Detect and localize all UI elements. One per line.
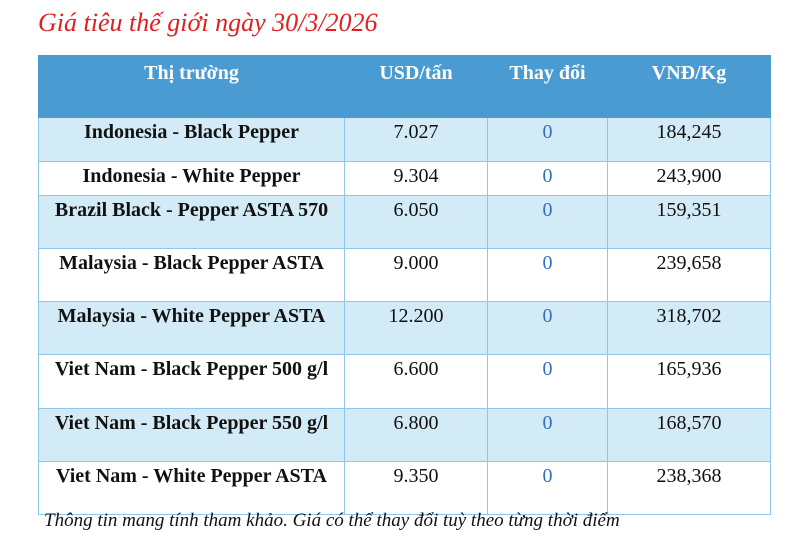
table-row: Malaysia - Black Pepper ASTA 9.000 0 239,65… (38, 248, 771, 302)
vnd-cell: 238,368 (607, 461, 771, 515)
market-cell: Indonesia - White Pepper (38, 161, 345, 196)
change-cell: 0 (487, 117, 608, 162)
table-row: Viet Nam - Black Pepper 550 g/l 6.800 0 168… (38, 408, 771, 462)
change-cell: 0 (487, 461, 608, 515)
change-cell: 0 (487, 301, 608, 355)
usd-cell: 6.800 (344, 408, 488, 462)
vnd-cell: 243,900 (607, 161, 771, 196)
pepper-price-table: Thị trường USD/tấn Thay đổi VNĐ/Kg Indon… (38, 55, 771, 515)
market-cell: Indonesia - Black Pepper (38, 117, 345, 162)
usd-cell: 6.600 (344, 354, 488, 409)
usd-cell: 12.200 (344, 301, 488, 355)
usd-cell: 9.350 (344, 461, 488, 515)
disclaimer-note: Thông tin mang tính tham khảo. Giá có th… (44, 510, 620, 531)
market-cell: Viet Nam - Black Pepper 500 g/l (38, 354, 345, 409)
table-row: Malaysia - White Pepper ASTA 12.200 0 318,7… (38, 301, 771, 355)
market-cell: Malaysia - White Pepper ASTA (38, 301, 345, 355)
header-vnd: VNĐ/Kg (607, 55, 771, 118)
table-row: Viet Nam - White Pepper ASTA 9.350 0 238,36… (38, 461, 771, 515)
header-change: Thay đổi (487, 55, 608, 118)
table-row: Brazil Black - Pepper ASTA 570 6.050 0 159,… (38, 195, 771, 249)
market-cell: Malaysia - Black Pepper ASTA (38, 248, 345, 302)
usd-cell: 7.027 (344, 117, 488, 162)
table-row: Viet Nam - Black Pepper 500 g/l 6.600 0 165… (38, 354, 771, 409)
market-cell: Brazil Black - Pepper ASTA 570 (38, 195, 345, 249)
change-cell: 0 (487, 195, 608, 249)
table-row: Indonesia - Black Pepper 7.027 0 184,245 (38, 117, 771, 162)
table-row: Indonesia - White Pepper 9.304 0 243,900 (38, 161, 771, 196)
header-market: Thị trường (38, 55, 345, 118)
usd-cell: 6.050 (344, 195, 488, 249)
vnd-cell: 318,702 (607, 301, 771, 355)
table-header: Thị trường USD/tấn Thay đổi VNĐ/Kg (38, 55, 771, 118)
change-cell: 0 (487, 161, 608, 196)
vnd-cell: 239,658 (607, 248, 771, 302)
change-cell: 0 (487, 354, 608, 409)
vnd-cell: 159,351 (607, 195, 771, 249)
market-cell: Viet Nam - White Pepper ASTA (38, 461, 345, 515)
header-usd: USD/tấn (344, 55, 488, 118)
usd-cell: 9.000 (344, 248, 488, 302)
change-cell: 0 (487, 408, 608, 462)
change-cell: 0 (487, 248, 608, 302)
vnd-cell: 165,936 (607, 354, 771, 409)
market-cell: Viet Nam - Black Pepper 550 g/l (38, 408, 345, 462)
vnd-cell: 184,245 (607, 117, 771, 162)
vnd-cell: 168,570 (607, 408, 771, 462)
page-title: Giá tiêu thế giới ngày 30/3/2026 (38, 8, 378, 37)
usd-cell: 9.304 (344, 161, 488, 196)
